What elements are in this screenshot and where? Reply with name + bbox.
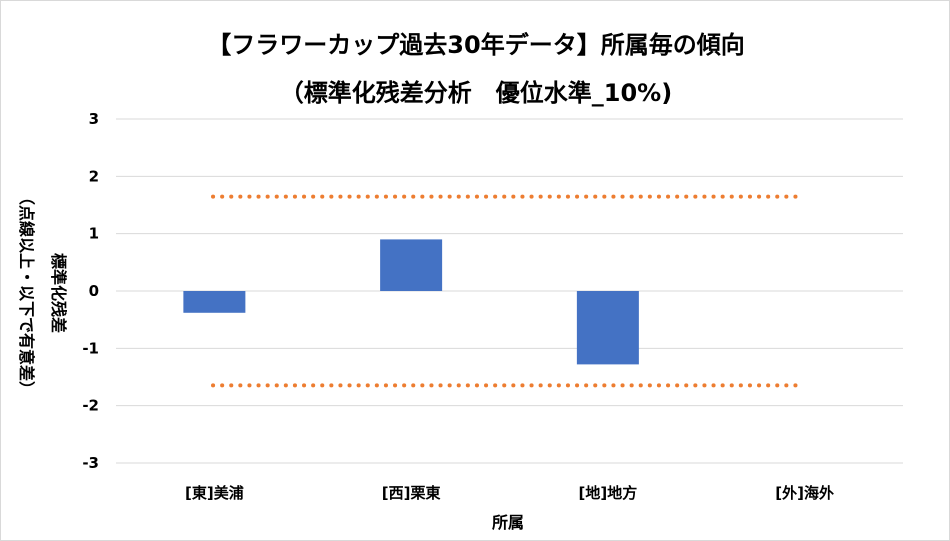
- x-category-label: [外]海外: [775, 484, 834, 502]
- chart-subtitle: （標準化残差分析 優位水準_10%): [280, 79, 672, 107]
- y-tick-label: 2: [89, 167, 99, 185]
- y-axis-title: 標準化残差: [49, 253, 68, 333]
- bar: [380, 239, 443, 291]
- y-tick-label: 1: [89, 225, 99, 243]
- chart-title: 【フラワーカップ過去30年データ】所属毎の傾向: [207, 31, 744, 59]
- x-category-label: [地]地方: [579, 484, 638, 502]
- y-tick-label: -3: [82, 454, 99, 472]
- x-axis-title: 所属: [492, 513, 524, 532]
- bar: [576, 291, 639, 365]
- bars: [183, 239, 639, 365]
- x-category-label: [西]栗東: [382, 484, 441, 502]
- y-tick-label: -2: [82, 397, 99, 415]
- x-category-label: [東]美浦: [185, 484, 244, 502]
- y-tick-labels: 3 2 1 0 -1 -2 -3: [82, 110, 99, 472]
- y-axis-note: （点線以上・以下で有意差）: [17, 189, 36, 397]
- y-tick-label: -1: [82, 339, 99, 357]
- bar: [183, 291, 246, 313]
- grid-lines: [116, 118, 903, 464]
- y-tick-label: 3: [89, 110, 99, 128]
- threshold-lines: [211, 194, 799, 388]
- y-tick-label: 0: [89, 282, 99, 300]
- x-category-labels: [東]美浦 [西]栗東 [地]地方 [外]海外: [185, 484, 834, 502]
